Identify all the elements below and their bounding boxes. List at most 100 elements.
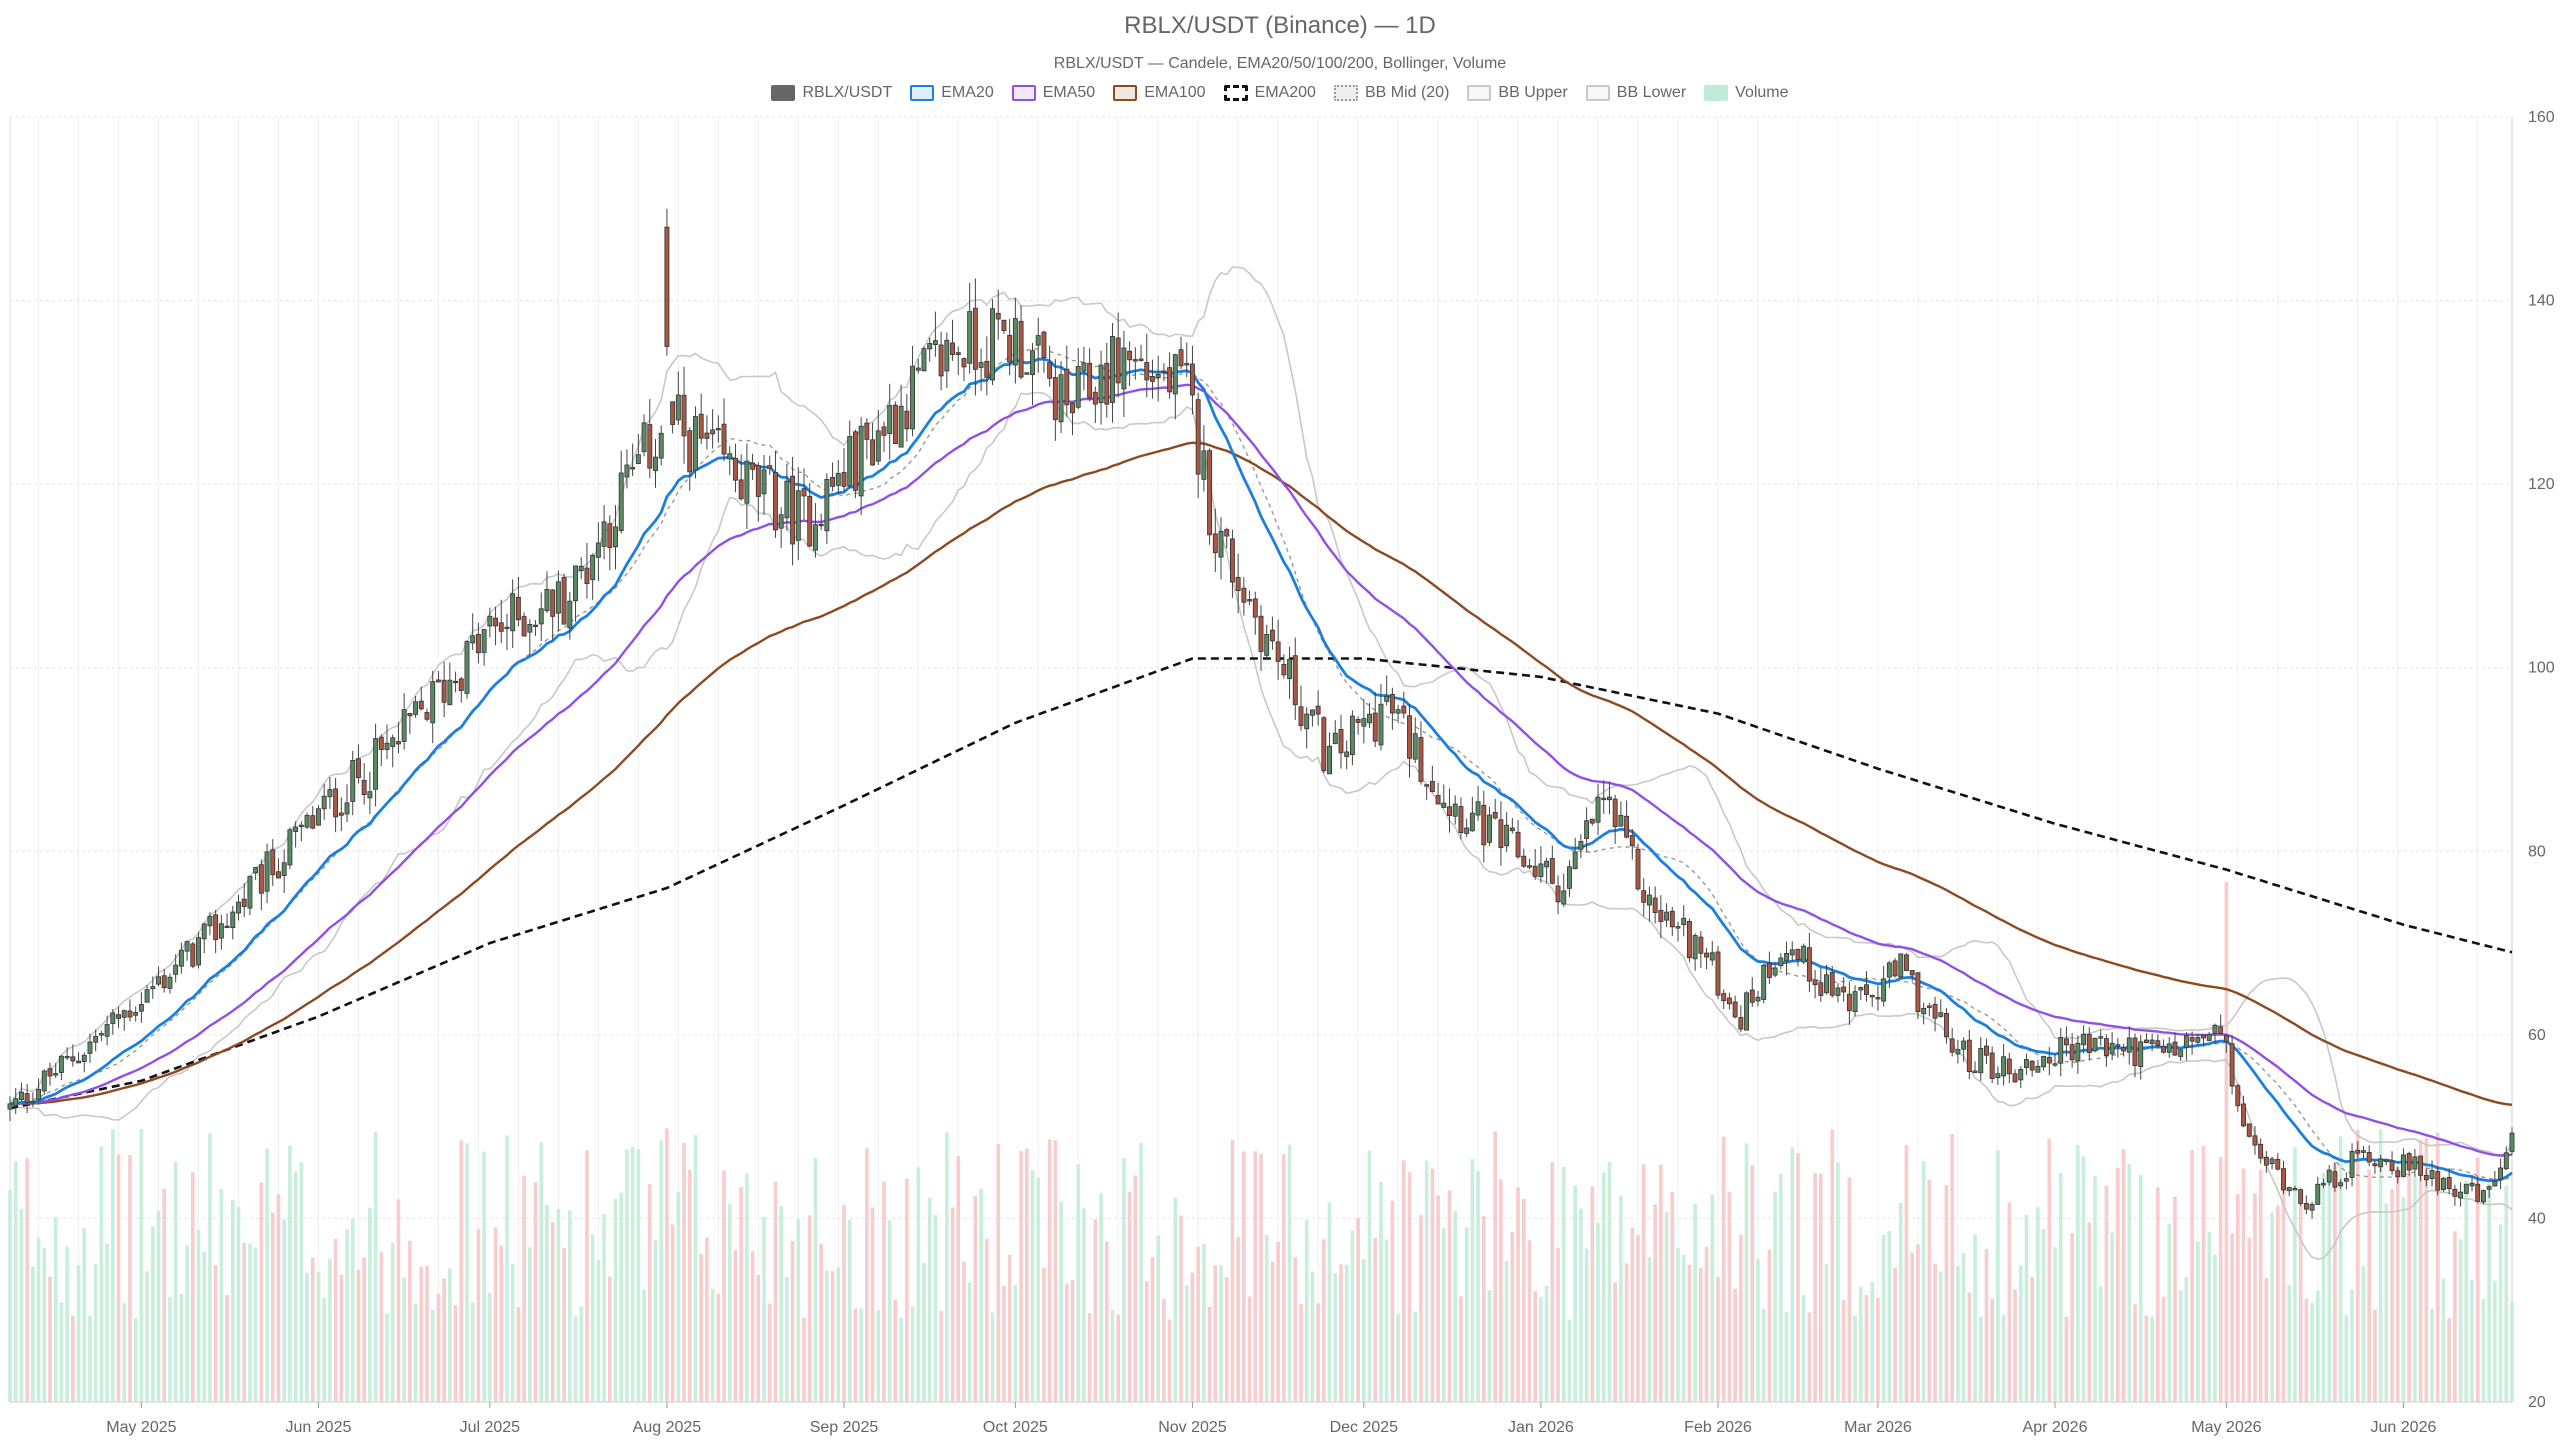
legend-item[interactable]: BB Lower [1585,84,1686,102]
candle-body [1344,751,1350,758]
candle-body [1367,713,1372,724]
candle-body [1778,957,1784,966]
candle-body [995,312,1001,320]
candle-body [76,1060,81,1064]
volume-bar [288,1145,292,1402]
volume-bar [1122,1158,1126,1402]
volume-bar [1550,1162,1555,1402]
volume-bar [1527,1240,1532,1402]
volume-bar [1287,1144,1292,1402]
candle-body [927,343,933,350]
legend-item[interactable]: EMA50 [1011,84,1095,102]
candle-body [1572,851,1578,870]
volume-bar [2138,1174,2143,1402]
candle-body [1355,719,1361,723]
volume-bar [1024,1148,1029,1402]
candle-body [316,808,321,826]
candle-body [1875,997,1881,1000]
candle-body [1938,1012,1944,1017]
volume-bar [1619,1195,1623,1402]
candle-body [955,352,961,356]
candle-body [1532,865,1538,877]
candle-body [2024,1059,2029,1069]
candle-body [356,758,361,779]
candle-body [1190,363,1195,396]
volume-bar [556,1208,561,1402]
volume-bar [1007,1254,1012,1402]
legend-item[interactable]: EMA20 [910,84,994,102]
legend-item[interactable]: RBLX/USDT [771,84,892,102]
legend-swatch [1223,85,1248,101]
candle-body [1447,806,1452,816]
volume-bar [1156,1235,1161,1402]
volume-bar [665,1128,669,1402]
candle-body [1612,798,1618,828]
candle-body [2406,1153,2412,1171]
volume-bar [2504,1185,2509,1402]
volume-bar [2287,1285,2292,1402]
volume-bar [984,1239,989,1402]
volume-bar [1339,1264,1343,1402]
volume-bar [185,1245,189,1402]
candle-body [1515,831,1521,858]
candle-body [852,431,858,491]
candle-body [161,975,167,989]
candle-body [2441,1178,2446,1191]
volume-bar [2493,1280,2497,1402]
volume-bar [1916,1244,1920,1402]
volume-bar [1310,1271,1315,1402]
volume-bar [1361,1259,1366,1402]
candle-body [298,824,304,828]
volume-bar [1390,1200,1395,1402]
volume-bar [493,1227,498,1402]
candle-body [984,360,990,378]
volume-bar [722,1170,726,1402]
candle-body [778,514,784,529]
volume-bar [727,1204,732,1402]
volume-bar [642,1289,646,1402]
candle-body [818,523,824,527]
candle-body [2378,1158,2384,1168]
legend-item[interactable]: EMA200 [1223,84,1316,102]
candle-body [1389,694,1395,714]
legend-item[interactable]: BB Mid (20) [1333,84,1449,102]
candle-body [1824,974,1829,994]
volume-bar [1264,1234,1269,1402]
volume-bar [2298,1204,2303,1402]
candle-body [1692,935,1698,960]
candle-body [350,760,356,802]
volume-bar [2390,1189,2394,1402]
candle-body [304,815,310,828]
candle-body [2480,1190,2486,1203]
volume-bar [1721,1136,1726,1402]
volume-bar [1841,1299,1846,1402]
candle-body [801,488,807,497]
candle-body [2389,1160,2395,1172]
legend-item[interactable]: Volume [1704,84,1789,102]
volume-bar [356,1269,361,1402]
candle-body [2052,1063,2058,1066]
volume-bar [1499,1179,1503,1402]
candle-body [93,1036,99,1043]
legend-item[interactable]: BB Upper [1467,84,1568,102]
legend-item[interactable]: EMA100 [1113,84,1206,102]
volume-bar [1464,1227,1469,1402]
volume-bar [36,1237,41,1402]
candle-body [932,340,938,346]
bb-upper-line [9,266,2513,1157]
candle-body [2155,1040,2161,1046]
candle-body [1464,827,1470,834]
legend-swatch [1467,85,1492,101]
volume-bar [590,1234,595,1402]
volume-bar [179,1293,184,1402]
volume-bar [745,1173,749,1402]
volume-bar [1230,1139,1235,1402]
volume-bar [2447,1318,2451,1402]
volume-bar [328,1258,332,1402]
candle-body [1052,377,1058,421]
y-tick-label: 140 [2528,293,2555,310]
volume-bar [339,1274,344,1402]
candle-body [453,680,459,684]
volume-bar [1116,1314,1121,1402]
volume-bar [2281,1175,2286,1402]
